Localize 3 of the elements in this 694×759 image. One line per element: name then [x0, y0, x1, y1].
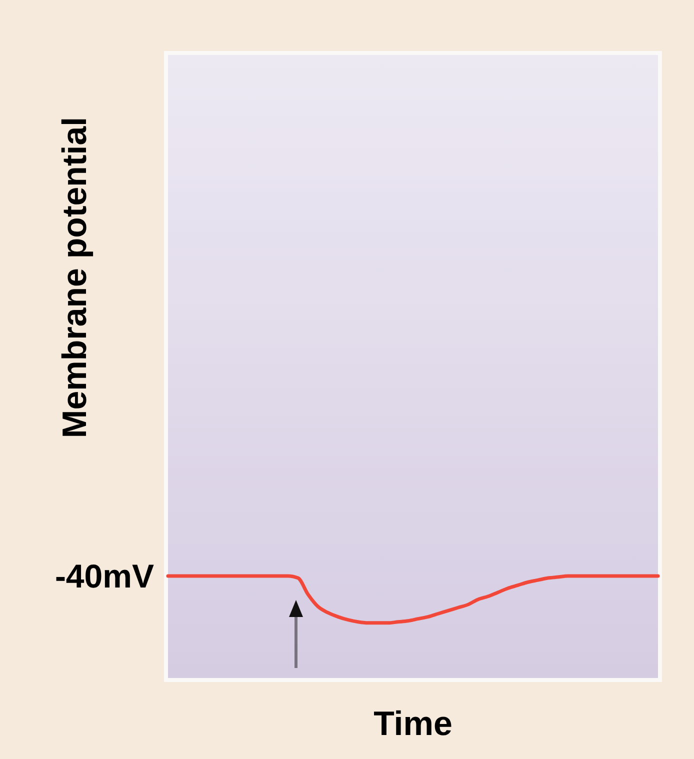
x-axis-title: Time — [374, 705, 452, 743]
y-axis-title: Membrane potential — [56, 116, 94, 438]
text: -40mV — [54, 558, 154, 595]
